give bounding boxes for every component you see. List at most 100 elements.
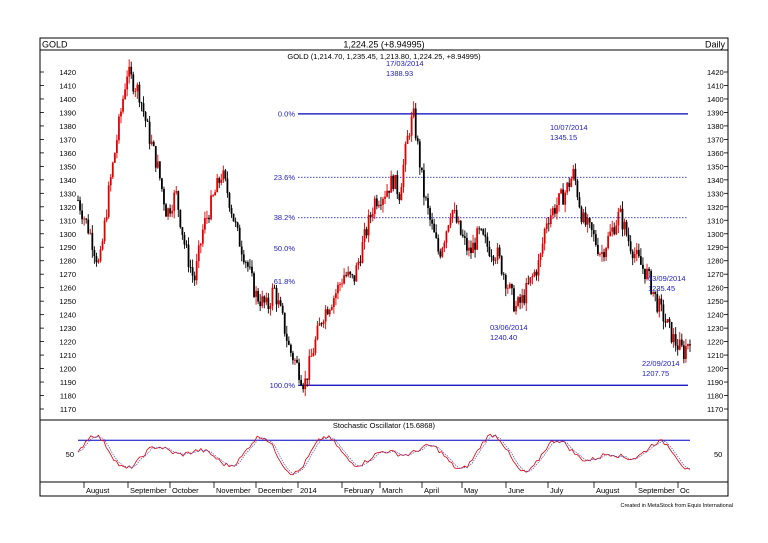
candle-body bbox=[275, 288, 278, 305]
candle-body bbox=[461, 234, 464, 237]
y-tick-label-left: 1290 bbox=[59, 243, 76, 252]
y-tick-label-right: 1230 bbox=[707, 324, 724, 333]
y-tick-label-right: 1410 bbox=[707, 81, 724, 90]
candle-body bbox=[253, 273, 255, 297]
candle-body bbox=[130, 66, 133, 75]
candle-body bbox=[322, 321, 325, 324]
candle-body bbox=[451, 210, 454, 218]
y-tick-label-right: 1300 bbox=[707, 230, 724, 239]
candle-body bbox=[517, 297, 519, 306]
candle-body bbox=[482, 229, 485, 235]
candle-body bbox=[294, 359, 296, 361]
annotation-date: 10/07/2014 bbox=[550, 123, 588, 132]
candle-body bbox=[386, 190, 388, 197]
candle-body bbox=[249, 266, 251, 268]
annotation-price: 1388.93 bbox=[386, 69, 413, 78]
candle-body bbox=[156, 161, 159, 168]
y-tick-label-right: 1210 bbox=[707, 351, 724, 360]
candle-body bbox=[238, 227, 241, 247]
candle-body bbox=[527, 283, 530, 284]
candle-body bbox=[633, 253, 636, 259]
candle-body bbox=[351, 274, 354, 276]
candle-body bbox=[562, 189, 564, 205]
x-tick-label: May bbox=[464, 486, 478, 495]
candle-body bbox=[574, 168, 577, 181]
candle-body bbox=[410, 116, 413, 136]
candle-body bbox=[365, 229, 368, 236]
stochastic-tick-right: 50 bbox=[714, 450, 722, 459]
candle-body bbox=[654, 291, 657, 295]
fib-level-label: 100.0% bbox=[270, 381, 296, 390]
candle-body bbox=[373, 198, 376, 214]
candle-body bbox=[523, 295, 526, 304]
candle-body bbox=[666, 319, 669, 323]
candle-body bbox=[635, 249, 638, 254]
candle-body bbox=[195, 261, 198, 281]
candle-body bbox=[187, 244, 190, 267]
candle-body bbox=[234, 221, 237, 223]
y-tick-label-right: 1170 bbox=[707, 405, 723, 414]
x-tick-label: August bbox=[86, 486, 110, 495]
candle-body bbox=[545, 223, 548, 229]
candle-body bbox=[332, 298, 335, 308]
candle-body bbox=[271, 287, 274, 307]
y-tick-label-left: 1220 bbox=[59, 338, 76, 347]
candle-body bbox=[320, 323, 323, 325]
candle-body bbox=[310, 356, 313, 357]
candle-body bbox=[210, 195, 212, 220]
y-tick-label-right: 1420 bbox=[707, 68, 724, 77]
candle-body bbox=[418, 141, 421, 168]
x-tick-label: October bbox=[172, 486, 199, 495]
period-label: Daily bbox=[705, 40, 726, 50]
candle-body bbox=[617, 211, 620, 226]
candle-body bbox=[318, 323, 321, 326]
candle-body bbox=[140, 102, 143, 104]
y-tick-label-left: 1200 bbox=[59, 365, 76, 374]
candle-body bbox=[138, 84, 141, 103]
candle-body bbox=[226, 178, 229, 194]
candle-body bbox=[547, 223, 550, 225]
candle-body bbox=[97, 260, 100, 263]
candle-body bbox=[281, 305, 284, 313]
y-tick-label-right: 1360 bbox=[707, 149, 724, 158]
candle-body bbox=[441, 248, 444, 257]
candle-body bbox=[443, 242, 446, 249]
candle-body bbox=[463, 236, 466, 238]
candle-body bbox=[83, 218, 86, 220]
candle-body bbox=[515, 305, 517, 312]
fib-level-label: 61.8% bbox=[274, 277, 296, 286]
candle-body bbox=[455, 210, 458, 223]
candle-body bbox=[529, 277, 532, 284]
candle-body bbox=[302, 385, 305, 390]
candle-body bbox=[484, 234, 487, 237]
candle-body bbox=[580, 207, 583, 223]
candle-body bbox=[279, 300, 282, 306]
candle-body bbox=[672, 334, 675, 343]
candle-body bbox=[298, 362, 300, 380]
candle-body bbox=[240, 246, 243, 255]
candle-body bbox=[367, 215, 370, 236]
candle-body bbox=[89, 232, 92, 234]
footer-credit: Created in MetaStock from Equis Internat… bbox=[620, 503, 733, 509]
y-tick-label-left: 1190 bbox=[60, 378, 76, 387]
candle-body bbox=[650, 271, 653, 294]
candle-body bbox=[656, 294, 659, 312]
candle-body bbox=[465, 237, 468, 251]
y-tick-label-left: 1380 bbox=[59, 122, 76, 131]
candle-body bbox=[324, 309, 327, 322]
candle-body bbox=[572, 168, 575, 179]
candle-body bbox=[406, 135, 409, 144]
candle-body bbox=[566, 182, 569, 193]
candle-body bbox=[101, 241, 104, 250]
candle-body bbox=[420, 167, 423, 171]
symbol-label: GOLD bbox=[42, 40, 68, 50]
candle-body bbox=[339, 284, 341, 285]
candle-body bbox=[560, 189, 562, 194]
annotation-date: 03/09/2014 bbox=[648, 274, 686, 283]
candle-body bbox=[476, 228, 479, 250]
candle-body bbox=[296, 359, 298, 363]
y-tick-label-left: 1240 bbox=[59, 311, 76, 320]
x-axis: August September October November December 20… bbox=[83, 482, 690, 495]
candle-body bbox=[314, 339, 317, 353]
